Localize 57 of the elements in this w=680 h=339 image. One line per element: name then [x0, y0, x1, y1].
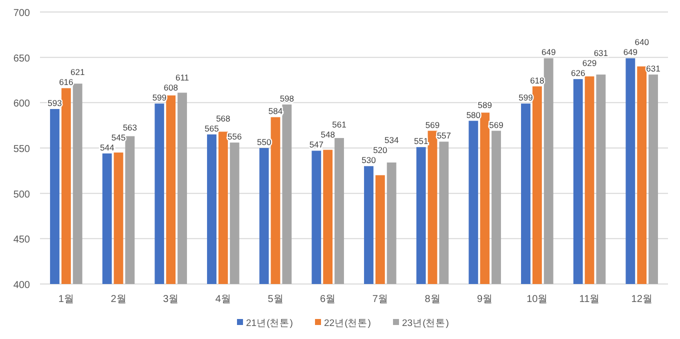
- data-label: 626: [570, 68, 586, 78]
- data-label: 640: [634, 37, 650, 48]
- data-label: 545: [111, 132, 126, 142]
- y-tick-label: 500: [13, 189, 30, 200]
- data-label: 568: [216, 113, 231, 124]
- data-label: 593: [48, 98, 62, 108]
- x-tick-label: 8월: [424, 294, 440, 305]
- data-label: 589: [478, 100, 492, 110]
- data-label: 556: [227, 132, 242, 142]
- y-tick-label: 600: [13, 98, 30, 110]
- x-tick-label: 12월: [631, 294, 652, 305]
- x-tick-label: 3월: [163, 294, 179, 305]
- data-label: 599: [518, 92, 534, 103]
- y-tick-label: 700: [13, 8, 30, 19]
- data-label: 598: [280, 93, 294, 104]
- data-label: 561: [332, 120, 347, 130]
- data-label: 569: [425, 120, 440, 130]
- data-label: 611: [175, 72, 190, 83]
- data-label: 520: [373, 145, 388, 156]
- data-label: 584: [268, 106, 283, 116]
- x-tick-label: 1월: [58, 294, 74, 305]
- legend-label: 23년(천톤): [402, 318, 449, 329]
- x-tick-label: 9월: [477, 294, 493, 305]
- data-label: 621: [70, 67, 85, 78]
- data-label: 631: [594, 48, 608, 58]
- x-tick-label: 11월: [579, 294, 600, 305]
- y-tick-label: 650: [13, 53, 30, 64]
- data-label: 649: [623, 47, 638, 58]
- x-tick-label: 6월: [320, 294, 336, 305]
- x-tick-label: 7월: [372, 294, 388, 305]
- x-tick-label: 4월: [215, 294, 231, 305]
- data-label: 631: [646, 64, 661, 74]
- data-label: 616: [59, 77, 74, 88]
- legend-label: 21년(천톤): [246, 318, 293, 329]
- data-label: 544: [100, 142, 114, 152]
- x-tick-label: 2월: [110, 294, 126, 305]
- data-label: 608: [164, 82, 178, 93]
- data-label: 551: [414, 136, 428, 146]
- y-tick-label: 400: [13, 280, 30, 291]
- data-label: 547: [309, 140, 324, 150]
- data-label: 569: [489, 120, 504, 130]
- data-label: 565: [204, 123, 220, 134]
- data-label: 618: [530, 75, 545, 86]
- legend-label: 22년(천톤): [324, 318, 371, 329]
- data-label: 649: [541, 47, 556, 58]
- data-label: 563: [122, 122, 138, 132]
- x-tick-label: 5월: [268, 294, 284, 305]
- data-label: 629: [582, 58, 597, 68]
- x-tick-label: 10월: [526, 294, 548, 305]
- data-label: 530: [362, 155, 376, 166]
- data-label: 550: [256, 137, 272, 147]
- y-tick-label: 450: [13, 234, 30, 246]
- data-label: 534: [384, 135, 399, 146]
- data-label: 557: [436, 130, 452, 141]
- data-label: 599: [152, 92, 167, 103]
- data-label: 548: [320, 130, 336, 140]
- y-tick-label: 550: [13, 144, 30, 155]
